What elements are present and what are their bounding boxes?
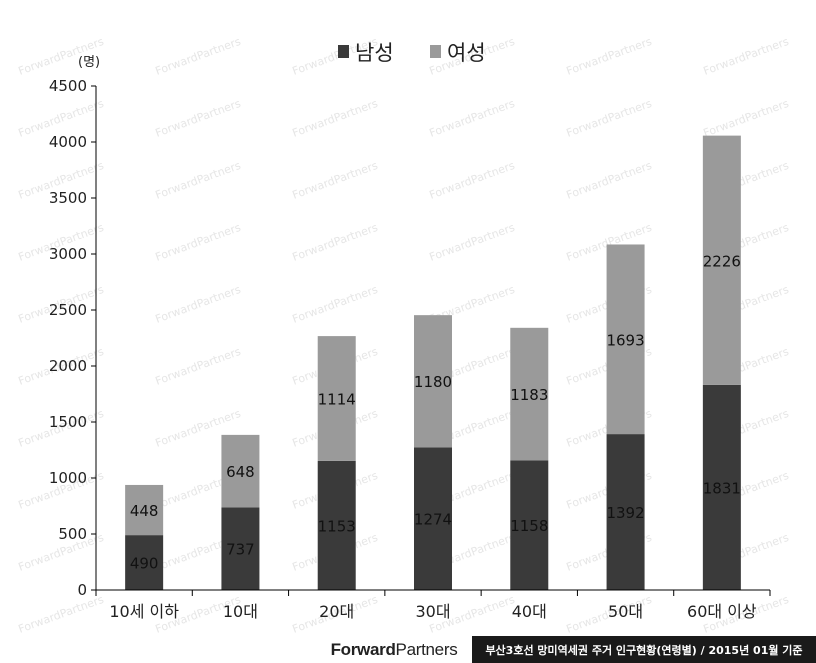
- data-label: 1183: [510, 386, 548, 404]
- brand-logo: Forward Partners: [316, 636, 472, 663]
- y-tick-label: 3500: [49, 189, 87, 207]
- watermark-text: ForwardPartners: [291, 283, 380, 326]
- bar-female: [510, 327, 549, 461]
- data-label: 1831: [703, 479, 741, 497]
- data-label: 2226: [703, 252, 741, 270]
- data-label: 1180: [414, 373, 452, 391]
- watermark-text: ForwardPartners: [565, 97, 654, 140]
- legend-swatch: [338, 45, 349, 58]
- watermark-text: ForwardPartners: [428, 159, 517, 202]
- bar-male: [702, 384, 741, 590]
- footer-bar: Forward Partners 부산3호선 망미역세권 주거 인구현황(연령별)…: [316, 636, 816, 663]
- y-tick-label: 4500: [49, 77, 87, 95]
- legend-label: 여성: [447, 41, 486, 65]
- brand-light-text: Partners: [395, 639, 458, 659]
- y-tick-label: 0: [77, 581, 87, 599]
- bars: 490 448 737 648 1153 1114 1274 1180 1158 1183 1392…: [125, 135, 741, 590]
- y-axis-unit-label: (명): [78, 55, 100, 70]
- watermark-text: ForwardPartners: [17, 593, 106, 636]
- data-label: 1158: [510, 517, 548, 535]
- x-tick-label: 10세 이하: [109, 602, 179, 621]
- bar-male: [606, 434, 645, 590]
- data-label: 448: [130, 502, 159, 520]
- watermark-text: ForwardPartners: [565, 159, 654, 202]
- bar-male: [125, 535, 164, 590]
- watermark-text: ForwardPartners: [428, 221, 517, 264]
- x-tick-label: 20대: [319, 602, 354, 621]
- watermark-text: ForwardPartners: [154, 35, 243, 78]
- x-tick-label: 30대: [415, 602, 450, 621]
- data-label: 1114: [318, 390, 356, 408]
- watermark-text: ForwardPartners: [154, 221, 243, 264]
- x-axis: 10세 이하 10대 20대 30대 40대 50대 60대 이상: [95, 589, 771, 621]
- y-axis: 0 500 1000 1500 2000 2500 3000 3500 4000 4500: [49, 77, 97, 599]
- watermark-text: ForwardPartners: [154, 97, 243, 140]
- brand-bold-text: Forward: [330, 639, 396, 659]
- source-note: 부산3호선 망미역세권 주거 인구현황(연령별) / 2015년 01월 기준: [472, 636, 816, 663]
- watermark-text: ForwardPartners: [291, 159, 380, 202]
- legend-label: 남성: [355, 41, 394, 65]
- bar-female: [702, 135, 741, 385]
- x-tick-label: 40대: [512, 602, 547, 621]
- data-label: 1693: [606, 331, 644, 349]
- bar-male: [317, 460, 356, 590]
- bar-female: [221, 434, 260, 508]
- watermark-text: ForwardPartners: [565, 35, 654, 78]
- data-label: 737: [226, 541, 255, 559]
- watermark-text: ForwardPartners: [291, 97, 380, 140]
- bar-female: [125, 484, 164, 536]
- y-tick-label: 500: [58, 525, 87, 543]
- bar-male: [414, 447, 452, 590]
- watermark-text: ForwardPartners: [154, 283, 243, 326]
- x-tick-label: 50대: [608, 602, 643, 621]
- watermark-text: ForwardPartners: [702, 35, 791, 78]
- data-label: 1392: [606, 504, 644, 522]
- y-tick-label: 4000: [49, 133, 87, 151]
- watermark-text: ForwardPartners: [154, 159, 243, 202]
- y-tick-label: 1500: [49, 413, 87, 431]
- x-tick-label: 10대: [223, 602, 258, 621]
- y-tick-label: 1000: [49, 469, 87, 487]
- data-label: 1153: [318, 517, 356, 535]
- bar-female: [606, 244, 645, 435]
- bar-male: [510, 460, 549, 590]
- watermark-text: ForwardPartners: [154, 345, 243, 388]
- legend-swatch: [430, 45, 441, 58]
- y-tick-label: 2500: [49, 301, 87, 319]
- watermark-text: ForwardPartners: [428, 97, 517, 140]
- data-label: 648: [226, 463, 255, 481]
- legend: 남성 여성: [338, 41, 486, 65]
- bar-male: [221, 507, 260, 590]
- watermark-text: ForwardPartners: [291, 221, 380, 264]
- watermark-text: ForwardPartners: [702, 97, 791, 140]
- y-tick-label: 3000: [49, 245, 87, 263]
- x-tick-label: 60대 이상: [687, 602, 757, 621]
- data-label: 490: [130, 555, 159, 573]
- bar-female: [414, 315, 452, 448]
- data-label: 1274: [414, 511, 452, 529]
- y-tick-label: 2000: [49, 357, 87, 375]
- bar-female: [317, 336, 356, 461]
